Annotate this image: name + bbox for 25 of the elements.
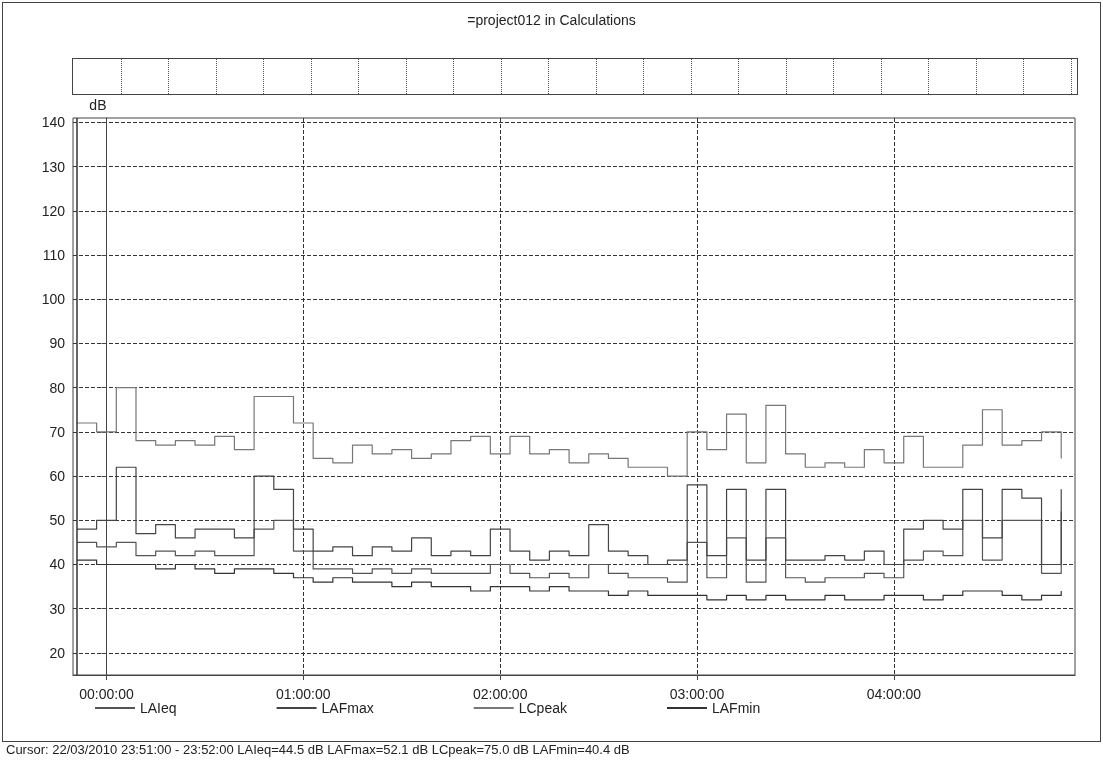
y-tick-label: 80 bbox=[49, 379, 66, 396]
x-tick-label: 03:00:00 bbox=[669, 686, 725, 702]
legend-label: LAFmax bbox=[321, 700, 374, 716]
y-tick-label: 30 bbox=[49, 600, 66, 617]
y-tick-label: 130 bbox=[41, 158, 66, 175]
y-axis-title: dB bbox=[89, 97, 107, 113]
y-tick-label: 50 bbox=[49, 512, 66, 529]
y-tick-label: 90 bbox=[49, 335, 66, 352]
y-tick-label: 110 bbox=[42, 247, 66, 264]
text: Cursor: 22/03/2010 23:51:00 - 23:52:00 LAIeq=44.5 dB LAFmax=52.1 dB LCpeak=75.0 dB LAFmin=40.4 dB bbox=[6, 742, 630, 757]
y-tick-label: 60 bbox=[49, 468, 66, 485]
y-tick-label: 120 bbox=[41, 202, 66, 219]
legend-label: LAIeq bbox=[140, 700, 177, 716]
y-tick-label: 40 bbox=[49, 556, 66, 573]
x-tick-label: 00:00:00 bbox=[79, 686, 134, 702]
legend-label: LAFmin bbox=[711, 700, 761, 716]
x-tick-label: 01:00:00 bbox=[276, 686, 331, 702]
y-tick-label: 140 bbox=[41, 114, 66, 131]
y-tick-label: 100 bbox=[41, 291, 66, 308]
x-tick-label: 02:00:00 bbox=[472, 686, 528, 702]
legend-label: LCpeak bbox=[518, 700, 568, 716]
y-tick-label: 70 bbox=[49, 423, 66, 440]
chart-title: =project012 in Calculations bbox=[467, 12, 636, 28]
y-tick-label: 20 bbox=[49, 644, 66, 661]
x-tick-label: 04:00:00 bbox=[866, 686, 922, 702]
